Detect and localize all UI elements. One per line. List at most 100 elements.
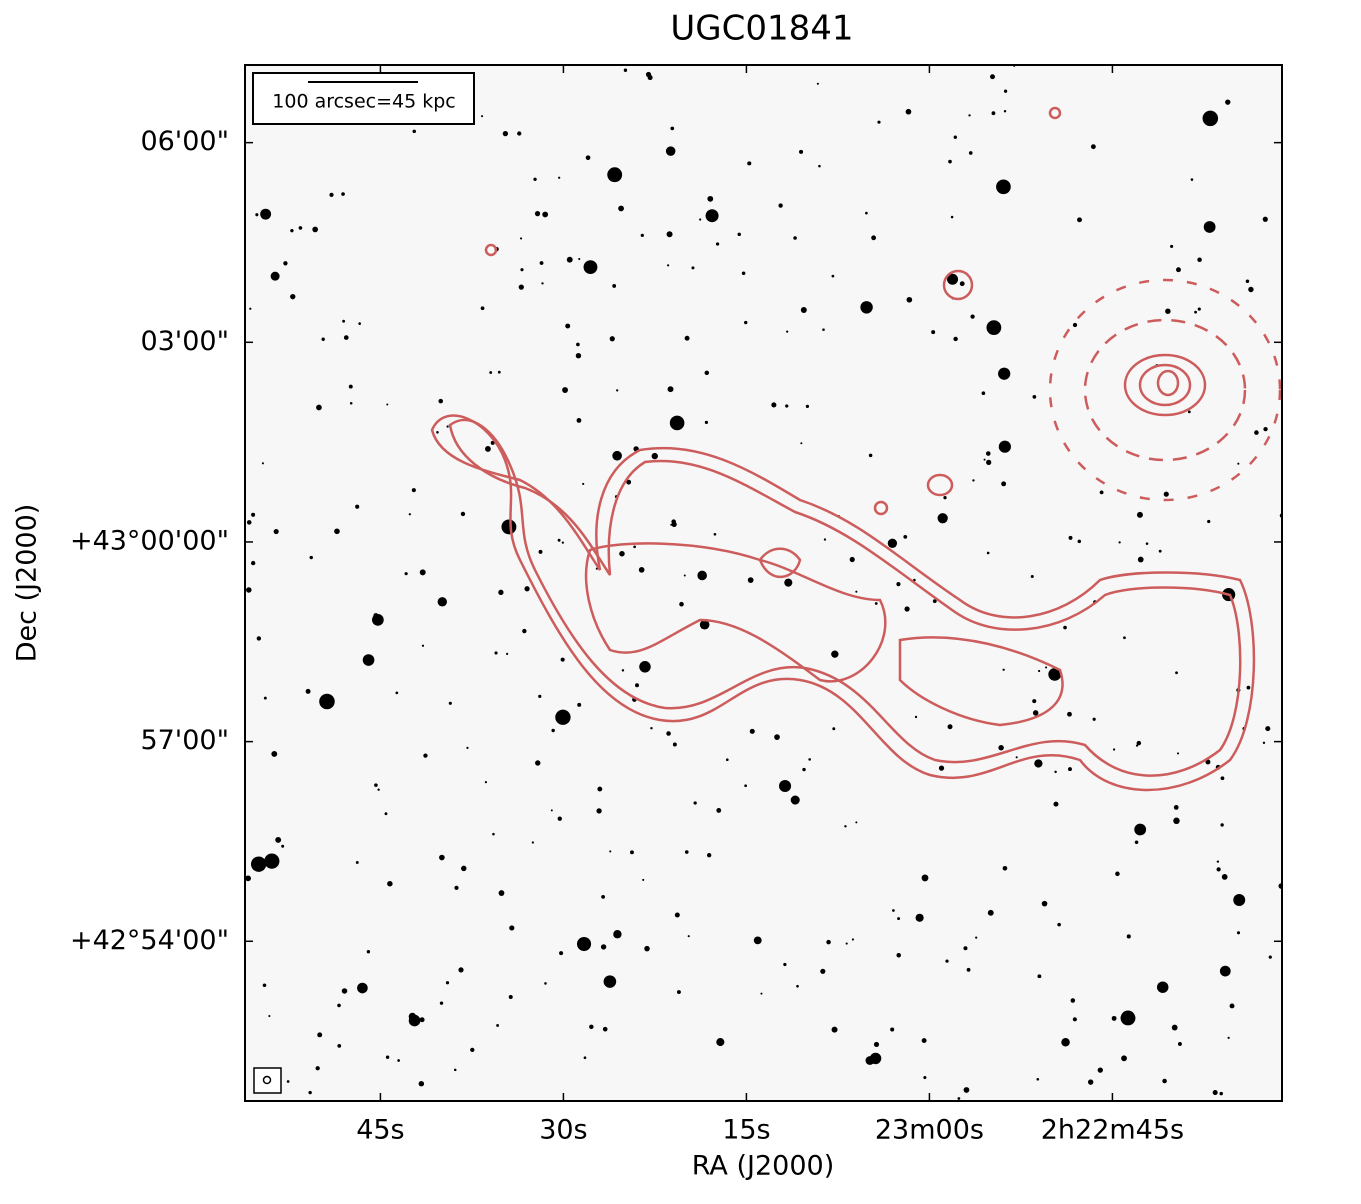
star (461, 865, 467, 872)
y-tick-label: +42°54'00" (70, 925, 229, 956)
star (826, 939, 831, 945)
star (1171, 1024, 1178, 1031)
star (704, 420, 709, 425)
x-tick-label: 2h22m45s (1041, 1115, 1184, 1146)
star (439, 1001, 444, 1005)
contour (898, 636, 1064, 727)
star (849, 556, 855, 563)
star (1032, 699, 1037, 704)
star (1061, 1038, 1070, 1047)
star (421, 644, 425, 647)
star (341, 192, 345, 196)
star (321, 337, 325, 341)
star (981, 391, 986, 396)
star (1194, 310, 1197, 314)
star (281, 844, 285, 848)
star (535, 760, 541, 766)
star (1225, 99, 1231, 105)
star (613, 930, 622, 939)
star (558, 176, 561, 179)
star (506, 652, 509, 655)
star (626, 479, 632, 485)
star (357, 982, 368, 994)
star (1112, 748, 1116, 751)
star (868, 453, 873, 458)
star (565, 323, 571, 329)
star (453, 1068, 457, 1072)
star (630, 850, 634, 855)
star (260, 208, 272, 220)
star (578, 257, 581, 261)
star (1254, 430, 1259, 435)
star (1175, 671, 1178, 675)
star (262, 983, 267, 988)
star (1248, 286, 1254, 293)
star (715, 242, 720, 246)
star (423, 753, 428, 758)
x-tick-label: 23m00s (875, 1115, 984, 1146)
star (679, 601, 684, 607)
star (1063, 625, 1067, 630)
star (566, 256, 573, 263)
star (1034, 759, 1043, 768)
star (1134, 840, 1139, 845)
star (498, 589, 504, 595)
star (1077, 539, 1082, 544)
star (968, 114, 971, 117)
star (575, 353, 582, 359)
contour (1138, 363, 1192, 407)
star (932, 599, 937, 604)
contour (430, 414, 1256, 792)
star (1123, 636, 1126, 640)
star (1077, 217, 1082, 223)
star (667, 264, 670, 267)
star (612, 450, 622, 461)
star (970, 314, 975, 319)
star (651, 452, 658, 460)
star (1263, 426, 1268, 432)
star (647, 75, 653, 81)
star (796, 984, 799, 988)
star (642, 878, 645, 881)
star (699, 619, 710, 630)
star (349, 402, 353, 405)
star (454, 885, 459, 890)
star (1190, 178, 1194, 181)
star (550, 809, 553, 812)
star (1221, 874, 1228, 880)
star (1136, 511, 1143, 518)
star (760, 992, 763, 995)
star (716, 807, 722, 813)
star (947, 724, 953, 730)
star (1162, 1078, 1167, 1084)
star (263, 696, 267, 700)
star (1246, 685, 1251, 690)
star (749, 728, 755, 734)
star (896, 582, 901, 587)
star (771, 402, 777, 408)
star (597, 786, 603, 792)
star (818, 164, 821, 168)
star (871, 235, 877, 241)
star (275, 836, 282, 843)
star (972, 479, 975, 482)
star (737, 232, 741, 237)
star (583, 1056, 587, 1060)
star (245, 875, 251, 882)
star (1233, 893, 1246, 906)
star (502, 130, 509, 137)
star (873, 1041, 880, 1048)
star (953, 135, 957, 139)
star (1067, 711, 1072, 717)
star (950, 215, 954, 219)
star (635, 683, 640, 688)
star (800, 307, 807, 314)
star (650, 726, 653, 730)
star (1048, 667, 1062, 681)
star (666, 231, 673, 238)
star (808, 758, 811, 761)
star (638, 566, 645, 573)
star (256, 636, 262, 641)
star (823, 538, 827, 541)
contour (584, 542, 887, 683)
